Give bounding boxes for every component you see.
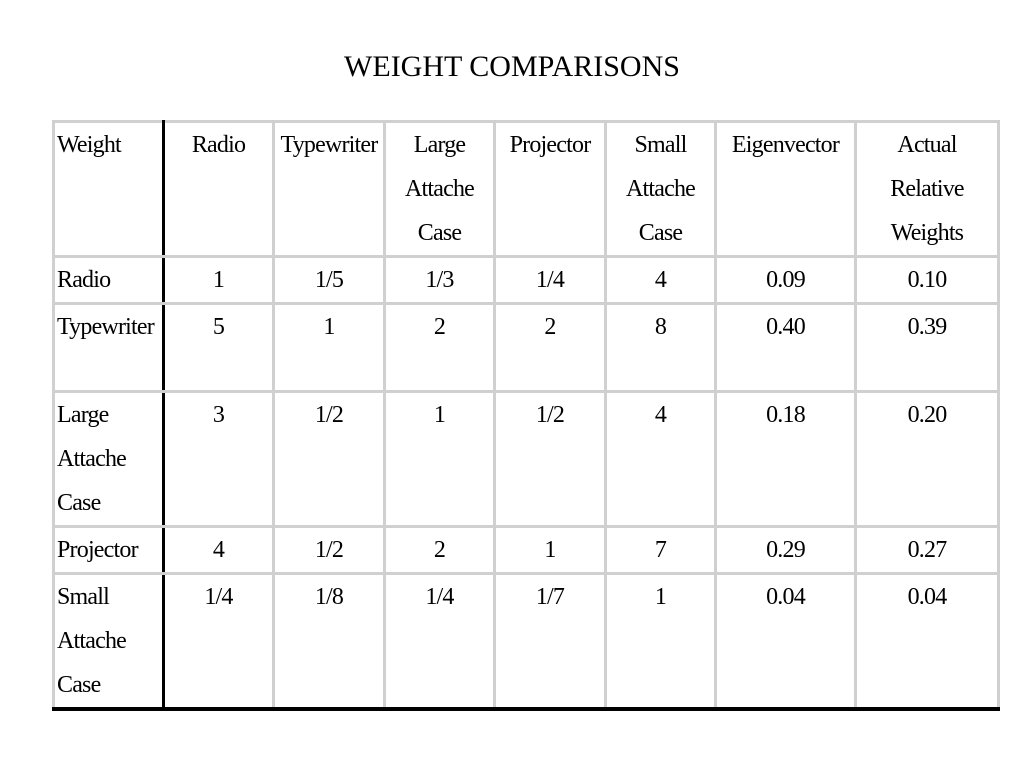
row-label: Weight: [52, 120, 165, 258]
cell: 1/4: [162, 572, 275, 711]
cell: 1/2: [272, 525, 386, 575]
cell: 1/2: [493, 390, 607, 528]
cell: 1/8: [272, 572, 386, 711]
cell: 4: [162, 525, 275, 575]
cell: 1: [493, 525, 607, 575]
cell: Large Attache Case: [383, 120, 496, 258]
cell: 0.40: [714, 302, 857, 393]
cell: 0.10: [854, 255, 1000, 305]
cell: 5: [162, 302, 275, 393]
table-row: Small Attache Case 1/4 1/8 1/4 1/7 1 0.04 0.04: [52, 572, 1000, 711]
cell: 2: [383, 525, 496, 575]
cell: Actual Relative Weights: [854, 120, 1000, 258]
cell: Projector: [493, 120, 607, 258]
cell: 1/7: [493, 572, 607, 711]
cell: 1: [162, 255, 275, 305]
cell: 2: [493, 302, 607, 393]
cell: 1/4: [383, 572, 496, 711]
row-label: Small Attache Case: [52, 572, 165, 711]
cell: 4: [604, 255, 717, 305]
cell: Radio: [162, 120, 275, 258]
cell: 3: [162, 390, 275, 528]
table-row: Typewriter 5 1 2 2 8 0.40 0.39: [52, 302, 1000, 393]
title: WEIGHT COMPARISONS: [344, 50, 680, 83]
cell: Small Attache Case: [604, 120, 717, 258]
weight-table: Weight Radio Typewriter Large Attache Case P…: [52, 120, 1000, 711]
row-label: Projector: [52, 525, 165, 575]
row-label: Typewriter: [52, 302, 165, 393]
cell: Eigenvector: [714, 120, 857, 258]
cell: 1/2: [272, 390, 386, 528]
cell: 8: [604, 302, 717, 393]
cell: 2: [383, 302, 496, 393]
row-label: Large Attache Case: [52, 390, 165, 528]
cell: 0.04: [714, 572, 857, 711]
cell: 1: [383, 390, 496, 528]
cell: 0.04: [854, 572, 1000, 711]
cell: 4: [604, 390, 717, 528]
cell: 0.29: [714, 525, 857, 575]
header-row: Weight Radio Typewriter Large Attache Case P…: [52, 120, 1000, 258]
cell: 0.39: [854, 302, 1000, 393]
cell: 1/4: [493, 255, 607, 305]
table-row: Radio 1 1/5 1/3 1/4 4 0.09 0.10: [52, 255, 1000, 305]
cell: 1/5: [272, 255, 386, 305]
cell: 0.27: [854, 525, 1000, 575]
cell: Typewriter: [272, 120, 386, 258]
row-label: Radio: [52, 255, 165, 305]
cell: 0.18: [714, 390, 857, 528]
cell: 1: [604, 572, 717, 711]
cell: 0.09: [714, 255, 857, 305]
cell: 1: [272, 302, 386, 393]
cell: 7: [604, 525, 717, 575]
table-row: Projector 4 1/2 2 1 7 0.29 0.27: [52, 525, 1000, 575]
cell: 0.20: [854, 390, 1000, 528]
cell: 1/3: [383, 255, 496, 305]
table-row: Large Attache Case 3 1/2 1 1/2 4 0.18 0.20: [52, 390, 1000, 528]
